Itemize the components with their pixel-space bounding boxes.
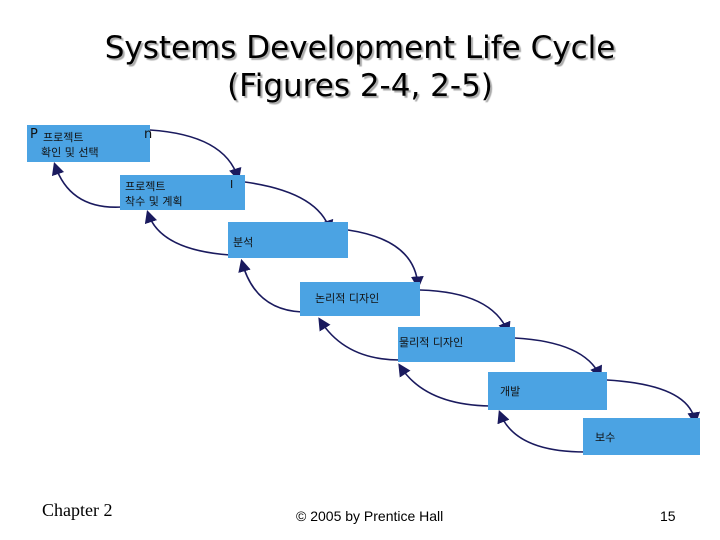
- title: (Figures 2-4, 2-5): [227, 68, 493, 104]
- forward-arrow: [149, 129, 242, 182]
- back-arrow: [398, 363, 491, 407]
- forward-arrow: [419, 289, 511, 335]
- forward-arrow: [347, 229, 424, 290]
- phase-box: 개발: [488, 372, 607, 410]
- phase-label: 착수 및 계획: [125, 195, 183, 208]
- phase-label: 논리적 디자인: [315, 292, 380, 305]
- phase-box: 논리적 디자인: [300, 282, 420, 316]
- phase-label: 분석: [233, 236, 254, 249]
- phase-label: I: [230, 178, 234, 191]
- phase-label: P: [30, 127, 38, 142]
- chapter: Chapter 2: [42, 500, 113, 520]
- forward-arrow: [606, 379, 701, 426]
- phase-box: 분석: [228, 222, 348, 258]
- back-arrow: [318, 317, 401, 361]
- phase-box: 보수: [583, 418, 700, 455]
- arrow-group: [51, 129, 701, 453]
- phase-box: P 프로젝트 n 확인 및 선택: [27, 125, 153, 162]
- back-arrow: [238, 258, 303, 313]
- phase-box: 프로젝트 I 착수 및 계획: [120, 175, 245, 210]
- title: Systems Development Life Cycle: [104, 30, 616, 66]
- phase-label: 프로젝트: [125, 180, 166, 193]
- back-arrow: [144, 209, 231, 256]
- phase-label: 프로젝트: [43, 131, 84, 144]
- phase-label: n: [144, 127, 153, 142]
- back-arrow: [497, 410, 586, 453]
- copyright: © 2005 by Prentice Hall: [296, 508, 444, 524]
- phase-label: 개발: [500, 385, 521, 398]
- phase-box: 물리적 디자인: [398, 327, 515, 362]
- back-arrow: [51, 161, 123, 208]
- page-number: 15: [660, 508, 676, 524]
- phase-label: 보수: [595, 431, 616, 444]
- forward-arrow: [514, 337, 602, 379]
- phase-label: 물리적 디자인: [399, 336, 464, 349]
- phase-label: 확인 및 선택: [41, 146, 99, 159]
